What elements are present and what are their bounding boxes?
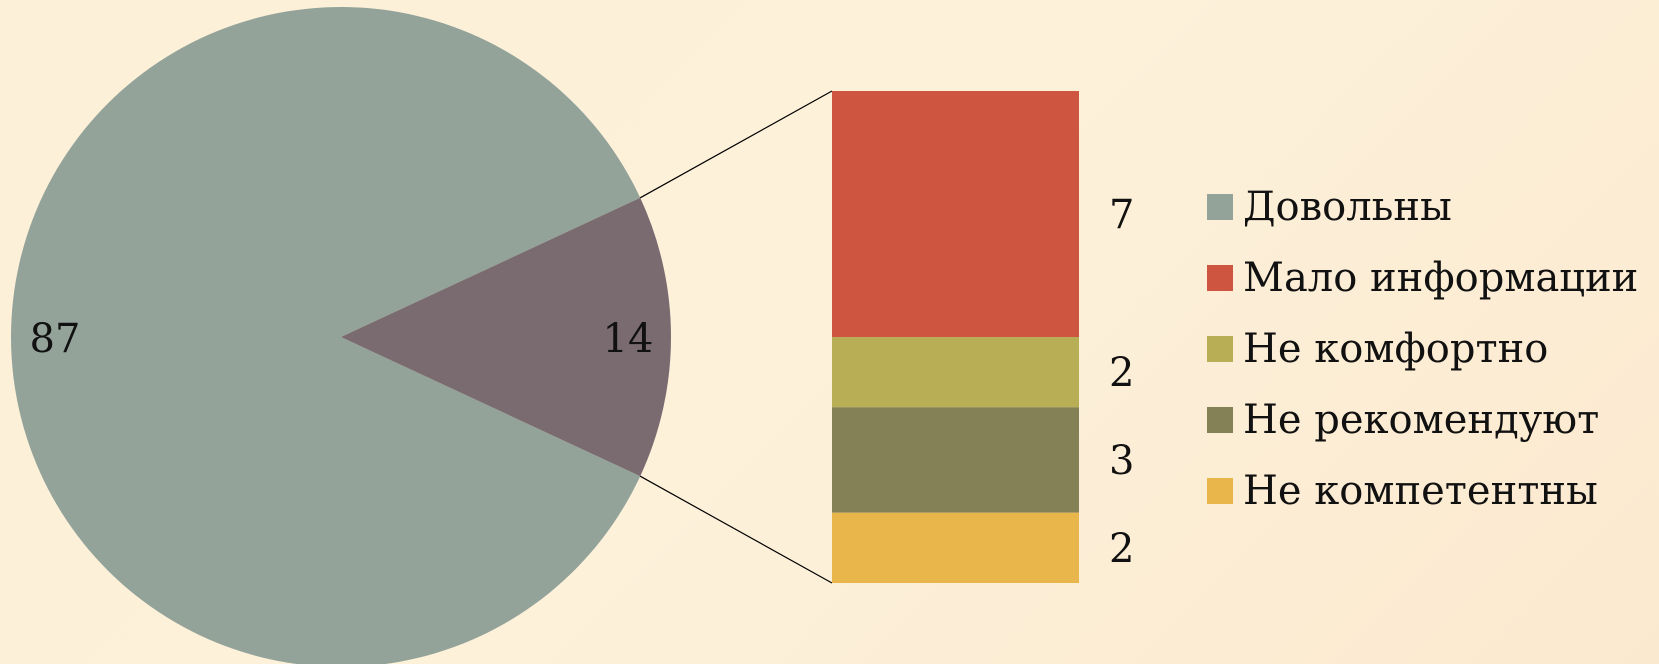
- legend-label: Довольны: [1243, 183, 1452, 230]
- legend-label: Не комфортно: [1243, 325, 1549, 372]
- pie-slice-main: [10, 7, 641, 664]
- legend-item: Довольны: [1207, 171, 1638, 242]
- pie-label-main: 87: [30, 316, 81, 362]
- legend-label: Не рекомендуют: [1243, 396, 1600, 443]
- bar-segment: [832, 337, 1079, 408]
- legend-item: Мало информации: [1207, 242, 1638, 313]
- bar-segment: [832, 512, 1079, 583]
- legend: Довольны Мало информации Не комфортно Не…: [1207, 171, 1638, 526]
- pie: [10, 7, 671, 664]
- connector-line-bottom: [639, 475, 833, 584]
- legend-item: Не комфортно: [1207, 313, 1638, 384]
- bar-segment: [832, 407, 1079, 513]
- bar-segment-label: 3: [1109, 438, 1134, 484]
- connector-lines: [639, 90, 833, 584]
- bar-segment: [832, 91, 1079, 337]
- legend-item: Не рекомендуют: [1207, 384, 1638, 455]
- bar-segment-label: 2: [1109, 350, 1134, 396]
- bar-segment-label: 7: [1109, 192, 1134, 238]
- legend-swatch: [1207, 406, 1233, 433]
- pie-slice-other: [341, 197, 671, 477]
- pie-label-other: 14: [603, 316, 654, 362]
- legend-swatch: [1207, 193, 1233, 220]
- data-labels: 87 14 7 2 3 2: [30, 192, 1135, 572]
- legend-label: Мало информации: [1243, 254, 1639, 301]
- breakdown-bar: [832, 91, 1079, 583]
- bar-segment-label: 2: [1109, 526, 1134, 572]
- legend-item: Не компетентны: [1207, 455, 1638, 526]
- legend-swatch: [1207, 264, 1233, 291]
- legend-swatch: [1207, 477, 1233, 504]
- connector-line-top: [639, 90, 833, 199]
- legend-swatch: [1207, 335, 1233, 362]
- legend-label: Не компетентны: [1243, 467, 1598, 514]
